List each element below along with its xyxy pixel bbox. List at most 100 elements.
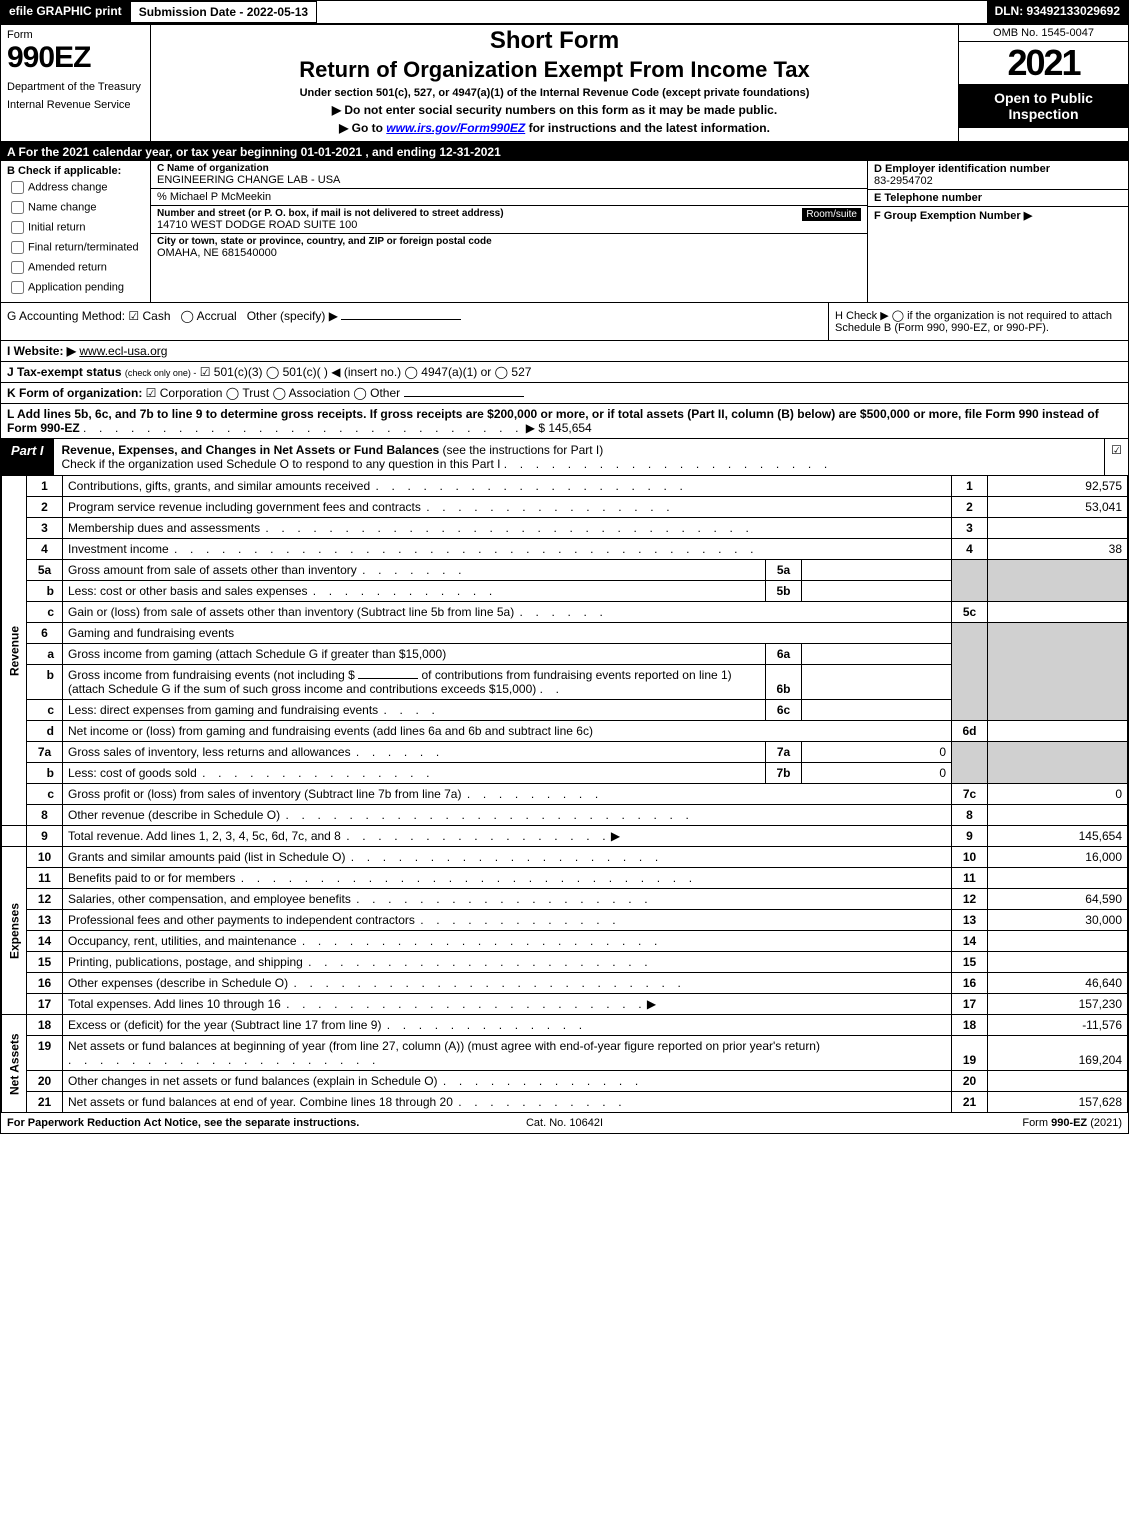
line-8: 8 Other revenue (describe in Schedule O)… xyxy=(2,805,1128,826)
l13-desc: Professional fees and other payments to … xyxy=(63,910,952,931)
l19-rnum: 19 xyxy=(952,1036,988,1071)
l6a-desc: Gross income from gaming (attach Schedul… xyxy=(63,644,766,665)
l17-rval: 157,230 xyxy=(988,994,1128,1015)
irs-link[interactable]: www.irs.gov/Form990EZ xyxy=(386,121,525,135)
c-city-val: OMAHA, NE 681540000 xyxy=(157,247,861,259)
l4-rval: 38 xyxy=(988,539,1128,560)
l12-desc: Salaries, other compensation, and employ… xyxy=(63,889,952,910)
l5c-num: c xyxy=(27,602,63,623)
line-6: 6 Gaming and fundraising events xyxy=(2,623,1128,644)
chk-address-change-box[interactable] xyxy=(11,181,24,194)
l21-desc: Net assets or fund balances at end of ye… xyxy=(63,1092,952,1113)
chk-final-return[interactable]: Final return/terminated xyxy=(7,238,144,257)
l16-dots: . . . . . . . . . . . . . . . . . . . . … xyxy=(288,976,683,990)
l5b-dots: . . . . . . . . . . . . xyxy=(307,584,494,598)
l7c-num: c xyxy=(27,784,63,805)
e-phone-hdr: E Telephone number xyxy=(874,192,1122,204)
l11-rval xyxy=(988,868,1128,889)
line-4: 4 Investment income . . . . . . . . . . … xyxy=(2,539,1128,560)
k-label: K Form of organization: xyxy=(7,386,142,400)
g-other-blank xyxy=(341,319,461,320)
page-footer: For Paperwork Reduction Act Notice, see … xyxy=(1,1113,1128,1133)
chk-name-change-lbl: Name change xyxy=(28,201,97,213)
instr-goto-pre: ▶ Go to xyxy=(339,121,386,135)
l4-desc-text: Investment income xyxy=(68,542,169,556)
l6b-desc: Gross income from fundraising events (no… xyxy=(63,665,766,700)
l7ab-shade-rnum xyxy=(952,742,988,784)
l9-spacer xyxy=(2,826,27,847)
chk-application-pending-box[interactable] xyxy=(11,281,24,294)
instr-goto-post: for instructions and the latest informat… xyxy=(525,121,770,135)
l17-desc: Total expenses. Add lines 10 through 16 … xyxy=(63,994,952,1015)
l5b-num: b xyxy=(27,581,63,602)
l16-num: 16 xyxy=(27,973,63,994)
part1-title: Revenue, Expenses, and Changes in Net As… xyxy=(62,443,440,457)
line-15: 15 Printing, publications, postage, and … xyxy=(2,952,1128,973)
line-9: 9 Total revenue. Add lines 1, 2, 3, 4, 5… xyxy=(2,826,1128,847)
submission-date: Submission Date - 2022-05-13 xyxy=(130,1,317,23)
b-label: B Check if applicable: xyxy=(7,165,144,177)
tax-year: 2021 xyxy=(959,42,1128,84)
chk-final-return-box[interactable] xyxy=(11,241,24,254)
chk-amended-return-box[interactable] xyxy=(11,261,24,274)
l6a-midval xyxy=(802,644,952,665)
l7b-midval: 0 xyxy=(802,763,952,784)
l4-desc: Investment income . . . . . . . . . . . … xyxy=(63,539,952,560)
l7c-desc-text: Gross profit or (loss) from sales of inv… xyxy=(68,787,461,801)
l3-dots: . . . . . . . . . . . . . . . . . . . . … xyxy=(260,521,751,535)
l14-desc-text: Occupancy, rent, utilities, and maintena… xyxy=(68,934,297,948)
l11-desc-text: Benefits paid to or for members xyxy=(68,871,235,885)
chk-application-pending[interactable]: Application pending xyxy=(7,278,144,297)
l6c-midval xyxy=(802,700,952,721)
l12-rval: 64,590 xyxy=(988,889,1128,910)
l1-rnum: 1 xyxy=(952,476,988,497)
topbar-spacer xyxy=(317,1,986,23)
l3-desc-text: Membership dues and assessments xyxy=(68,521,260,535)
c-name-hdr: C Name of organization xyxy=(157,163,861,174)
section-gh: G Accounting Method: ☑ Cash ◯ Accrual Ot… xyxy=(1,303,1128,341)
l3-rval xyxy=(988,518,1128,539)
chk-initial-return[interactable]: Initial return xyxy=(7,218,144,237)
l14-num: 14 xyxy=(27,931,63,952)
l5a-num: 5a xyxy=(27,560,63,581)
l6d-rval xyxy=(988,721,1128,742)
l17-rnum: 17 xyxy=(952,994,988,1015)
l14-rval xyxy=(988,931,1128,952)
l18-rnum: 18 xyxy=(952,1015,988,1036)
dept-irs: Internal Revenue Service xyxy=(7,99,144,111)
l21-rval: 157,628 xyxy=(988,1092,1128,1113)
l19-desc-text: Net assets or fund balances at beginning… xyxy=(68,1039,820,1053)
l7b-desc-text: Less: cost of goods sold xyxy=(68,766,197,780)
l10-num: 10 xyxy=(27,847,63,868)
l4-dots: . . . . . . . . . . . . . . . . . . . . … xyxy=(169,542,756,556)
l3-desc: Membership dues and assessments . . . . … xyxy=(63,518,952,539)
k-other-blank xyxy=(404,396,524,397)
l7c-rval: 0 xyxy=(988,784,1128,805)
l11-num: 11 xyxy=(27,868,63,889)
side-expenses: Expenses xyxy=(2,847,27,1015)
l2-dots: . . . . . . . . . . . . . . . . xyxy=(421,500,672,514)
chk-name-change[interactable]: Name change xyxy=(7,198,144,217)
topbar: efile GRAPHIC print Submission Date - 20… xyxy=(1,1,1128,23)
l1-rval: 92,575 xyxy=(988,476,1128,497)
l2-num: 2 xyxy=(27,497,63,518)
l2-desc: Program service revenue including govern… xyxy=(63,497,952,518)
l11-dots: . . . . . . . . . . . . . . . . . . . . … xyxy=(235,871,694,885)
l15-num: 15 xyxy=(27,952,63,973)
l9-dots: . . . . . . . . . . . . . . . . . xyxy=(341,829,608,843)
chk-name-change-box[interactable] xyxy=(11,201,24,214)
l20-num: 20 xyxy=(27,1071,63,1092)
g-other: Other (specify) ▶ xyxy=(247,309,338,323)
l12-num: 12 xyxy=(27,889,63,910)
l9-desc-text: Total revenue. Add lines 1, 2, 3, 4, 5c,… xyxy=(68,829,341,843)
l6b-desc1: Gross income from fundraising events (no… xyxy=(68,668,355,682)
form-header: Form 990EZ Department of the Treasury In… xyxy=(1,23,1128,143)
l3-num: 3 xyxy=(27,518,63,539)
k-form-org-line: K Form of organization: ☑ Corporation ◯ … xyxy=(1,383,1128,404)
chk-amended-return[interactable]: Amended return xyxy=(7,258,144,277)
c-room-hdr: Room/suite xyxy=(802,208,861,221)
chk-address-change[interactable]: Address change xyxy=(7,178,144,197)
chk-initial-return-box[interactable] xyxy=(11,221,24,234)
col-c-orginfo: C Name of organization ENGINEERING CHANG… xyxy=(151,161,868,302)
footer-right: Form 990-EZ (2021) xyxy=(750,1117,1122,1129)
